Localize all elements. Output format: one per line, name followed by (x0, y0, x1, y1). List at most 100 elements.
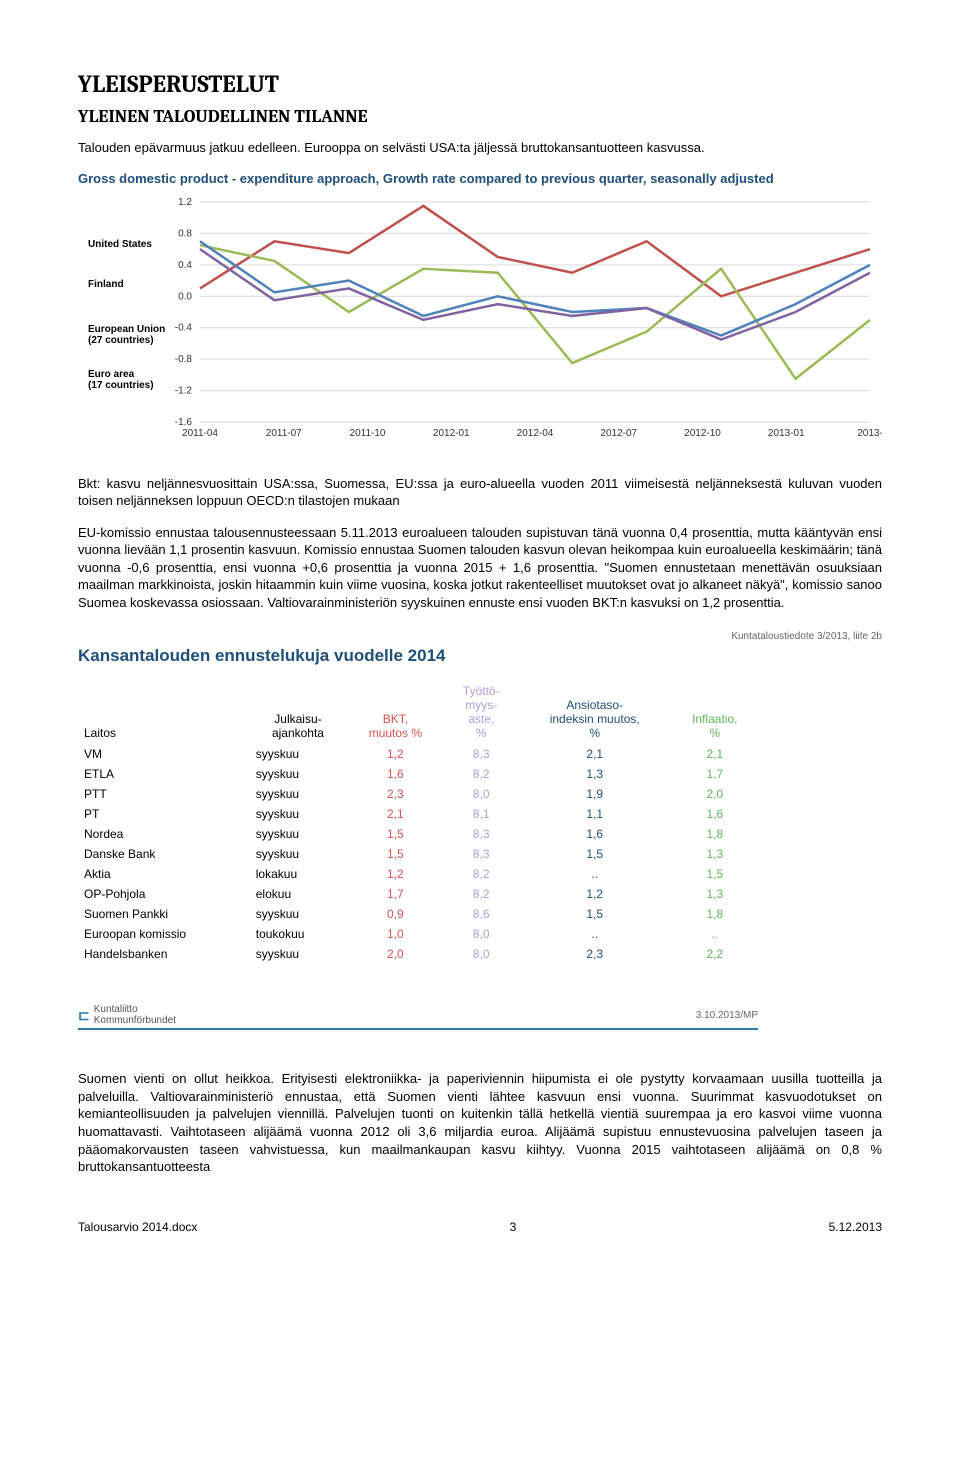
gdp-chart: Gross domestic product - expenditure app… (78, 171, 882, 457)
table-cell: 8,0 (445, 944, 518, 964)
table-cell: syyskuu (250, 844, 346, 864)
table-cell: 2,1 (518, 744, 672, 764)
svg-text:(27 countries): (27 countries) (88, 335, 154, 346)
svg-text:(17 countries): (17 countries) (88, 380, 154, 391)
table-row: PTsyyskuu2,18,11,11,6 (78, 804, 758, 824)
forecast-footer: ⊏ Kuntaliitto Kommunförbundet 3.10.2013/… (78, 1004, 758, 1030)
table-cell: syyskuu (250, 784, 346, 804)
table-cell: 1,7 (346, 884, 444, 904)
svg-text:1.2: 1.2 (178, 197, 192, 208)
svg-text:2011-07: 2011-07 (266, 428, 302, 439)
table-cell: 1,6 (518, 824, 672, 844)
table-cell: 1,0 (346, 924, 444, 944)
table-cell: 0,9 (346, 904, 444, 924)
chart-title: Gross domestic product - expenditure app… (78, 171, 882, 186)
table-cell: syyskuu (250, 764, 346, 784)
table-cell: 2,3 (518, 944, 672, 964)
table-cell: VM (78, 744, 250, 764)
table-row: OP-Pohjolaelokuu1,78,21,21,3 (78, 884, 758, 904)
page-footer: Talousarvio 2014.docx 3 5.12.2013 (78, 1216, 882, 1234)
table-cell: Danske Bank (78, 844, 250, 864)
table-cell: syyskuu (250, 744, 346, 764)
kf-org2: Kommunförbundet (94, 1015, 176, 1026)
svg-text:0.8: 0.8 (178, 228, 192, 239)
table-cell: 2,0 (672, 784, 758, 804)
svg-text:Finland: Finland (88, 279, 124, 290)
table-cell: 1,9 (518, 784, 672, 804)
table-cell: 1,5 (672, 864, 758, 884)
forecast-col-header: BKT,muutos % (346, 680, 444, 744)
svg-text:2013-01: 2013-01 (768, 428, 805, 439)
table-cell: 8,6 (445, 904, 518, 924)
table-cell: 2,1 (672, 744, 758, 764)
table-row: Handelsbankensyyskuu2,08,02,32,2 (78, 944, 758, 964)
table-cell: OP-Pohjola (78, 884, 250, 904)
table-cell: 8,1 (445, 804, 518, 824)
kf-logo: ⊏ Kuntaliitto Kommunförbundet (78, 1004, 176, 1026)
footer-left: Talousarvio 2014.docx (78, 1220, 197, 1234)
body-paragraph: EU-komissio ennustaa talousennusteessaan… (78, 524, 882, 612)
table-cell: 1,2 (346, 744, 444, 764)
table-cell: 1,3 (518, 764, 672, 784)
table-cell: Nordea (78, 824, 250, 844)
table-cell: 1,5 (346, 824, 444, 844)
page-title: YLEISPERUSTELUT (78, 70, 882, 98)
kf-org1: Kuntaliitto (94, 1004, 138, 1015)
table-cell: ETLA (78, 764, 250, 784)
table-cell: 1,6 (672, 804, 758, 824)
table-cell: 8,3 (445, 744, 518, 764)
table-row: Danske Banksyyskuu1,58,31,51,3 (78, 844, 758, 864)
table-cell: 1,5 (518, 844, 672, 864)
table-cell: lokakuu (250, 864, 346, 884)
table-cell: Suomen Pankki (78, 904, 250, 924)
table-cell: PTT (78, 784, 250, 804)
table-cell: 2,2 (672, 944, 758, 964)
table-row: VMsyyskuu1,28,32,12,1 (78, 744, 758, 764)
table-cell: syyskuu (250, 804, 346, 824)
table-cell: 1,7 (672, 764, 758, 784)
table-cell: syyskuu (250, 824, 346, 844)
forecast-title: Kansantalouden ennustelukuja vuodelle 20… (78, 646, 882, 666)
table-cell: 2,1 (346, 804, 444, 824)
forecast-meta: Kuntataloustiedote 3/2013, liite 2b (78, 631, 882, 642)
table-cell: 2,0 (346, 944, 444, 964)
table-row: Euroopan komissiotoukokuu1,08,0.... (78, 924, 758, 944)
svg-text:0.0: 0.0 (178, 291, 192, 302)
table-cell: 1,3 (672, 884, 758, 904)
forecast-col-header: Julkaisu-ajankohta (250, 680, 346, 744)
table-cell: 8,2 (445, 884, 518, 904)
svg-text:-1.2: -1.2 (175, 385, 193, 396)
table-cell: .. (518, 924, 672, 944)
table-row: ETLAsyyskuu1,68,21,31,7 (78, 764, 758, 784)
table-cell: 8,0 (445, 924, 518, 944)
footer-center: 3 (510, 1220, 517, 1234)
table-cell: 1,3 (672, 844, 758, 864)
table-cell: Euroopan komissio (78, 924, 250, 944)
table-cell: 1,5 (518, 904, 672, 924)
table-cell: PT (78, 804, 250, 824)
forecast-footer-date: 3.10.2013/MP (696, 1010, 758, 1021)
table-cell: 8,0 (445, 784, 518, 804)
svg-text:United States: United States (88, 239, 152, 250)
svg-text:-0.4: -0.4 (175, 322, 193, 333)
svg-text:0.4: 0.4 (178, 259, 192, 270)
chart-svg: -1.6-1.2-0.8-0.40.00.40.81.22011-042011-… (78, 192, 882, 452)
table-row: Nordeasyyskuu1,58,31,61,8 (78, 824, 758, 844)
kf-logo-icon: ⊏ (78, 1007, 90, 1024)
svg-text:2012-10: 2012-10 (684, 428, 721, 439)
table-cell: 1,5 (346, 844, 444, 864)
forecast-block: Kuntataloustiedote 3/2013, liite 2b Kans… (78, 631, 882, 1030)
table-cell: 1,2 (346, 864, 444, 884)
table-cell: elokuu (250, 884, 346, 904)
intro-paragraph: Talouden epävarmuus jatkuu edelleen. Eur… (78, 139, 882, 157)
svg-text:European Union: European Union (88, 324, 165, 335)
table-cell: toukokuu (250, 924, 346, 944)
table-cell: 2,3 (346, 784, 444, 804)
svg-text:2012-07: 2012-07 (600, 428, 637, 439)
chart-caption: Bkt: kasvu neljännesvuosittain USA:ssa, … (78, 475, 882, 510)
table-cell: .. (518, 864, 672, 884)
svg-text:Euro area: Euro area (88, 369, 135, 380)
table-cell: syyskuu (250, 904, 346, 924)
table-row: Aktialokakuu1,28,2..1,5 (78, 864, 758, 884)
table-row: PTTsyyskuu2,38,01,92,0 (78, 784, 758, 804)
